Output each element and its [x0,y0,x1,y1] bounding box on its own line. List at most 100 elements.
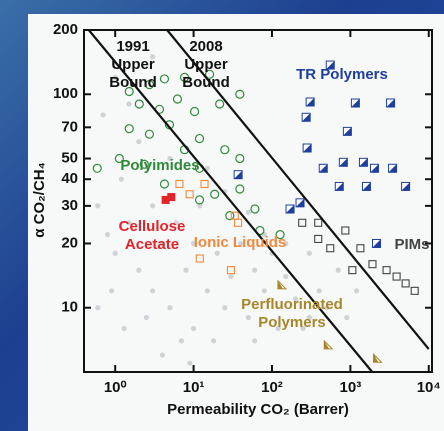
point [236,90,244,98]
point [283,274,288,279]
point [315,219,322,226]
point [236,155,244,163]
y-tick-label: 10 [61,299,78,316]
point [383,267,390,274]
point [370,164,378,172]
point [246,210,251,215]
y-axis-title: α CO₂/CH₄ [31,162,48,238]
point [262,288,267,293]
point [359,158,367,166]
point [191,108,199,116]
point [303,144,311,152]
point [278,281,286,289]
point [186,191,193,198]
point [234,171,242,179]
point [173,95,181,103]
point [227,267,234,274]
x-tick-label: 10³ [340,379,362,396]
point [389,164,397,172]
point [145,130,153,138]
x-axis-title: Permeability CO₂ (Barrer) [167,401,349,418]
point [211,338,216,343]
point [296,199,304,207]
point [196,135,204,143]
point [211,190,219,198]
y-tick-label: 30 [61,197,78,214]
y-tick-label: 50 [61,149,78,166]
point [402,182,410,190]
x-tick-label: 10⁴ [417,379,441,396]
point [252,338,257,343]
series-label: TR Polymers [282,66,402,84]
point [317,288,322,293]
point [362,182,370,190]
point [411,287,418,294]
point [216,100,224,108]
point [335,182,343,190]
point [327,245,334,252]
point [357,245,364,252]
x-tick-label: 10⁰ [104,379,127,396]
point [372,239,380,247]
point [315,235,322,242]
point [187,361,192,366]
point [336,268,341,273]
point [373,354,381,362]
point [95,203,100,208]
point [167,305,172,310]
point [160,180,168,188]
point [136,268,141,273]
y-tick-label: 20 [61,234,78,251]
point [302,113,310,121]
point [319,164,327,172]
point [339,158,347,166]
point [324,341,332,349]
point [306,98,314,106]
point [160,75,168,83]
point [351,99,359,107]
point [100,112,105,117]
point [354,288,359,293]
point [191,326,196,331]
point [349,267,356,274]
point [196,196,204,204]
series-label: Ionic Liquids [180,234,300,252]
point [343,127,351,135]
point [105,232,110,237]
point [160,352,165,357]
point [286,205,294,213]
point [226,212,234,220]
page: Permeability CO₂ (Barrer) α CO₂/CH₄ 10⁰ 1… [0,0,444,431]
point [136,139,141,144]
point [307,251,312,256]
point [176,180,183,187]
point [135,100,143,108]
point [342,227,349,234]
point [252,268,257,273]
point [251,205,259,213]
point [125,125,133,133]
y-tick-label: 100 [53,85,78,102]
point [402,280,409,287]
point [387,99,395,107]
point [205,288,210,293]
point [122,326,127,331]
point [236,185,244,193]
point [228,274,233,279]
point [150,203,155,208]
point [144,315,149,320]
y-tick-label: 70 [61,118,78,135]
series-label: 2008 Upper Bound [181,38,231,92]
point [95,305,100,310]
point [299,219,306,226]
point [162,196,170,204]
point [221,146,229,154]
series-label: 1991 Upper Bound [108,38,158,92]
point [109,288,114,293]
point [222,305,227,310]
point [196,255,203,262]
point [179,338,184,343]
series-label: Perfluorinated Polymers [232,296,352,332]
point [150,288,155,293]
x-tick-label: 10¹ [183,379,205,396]
